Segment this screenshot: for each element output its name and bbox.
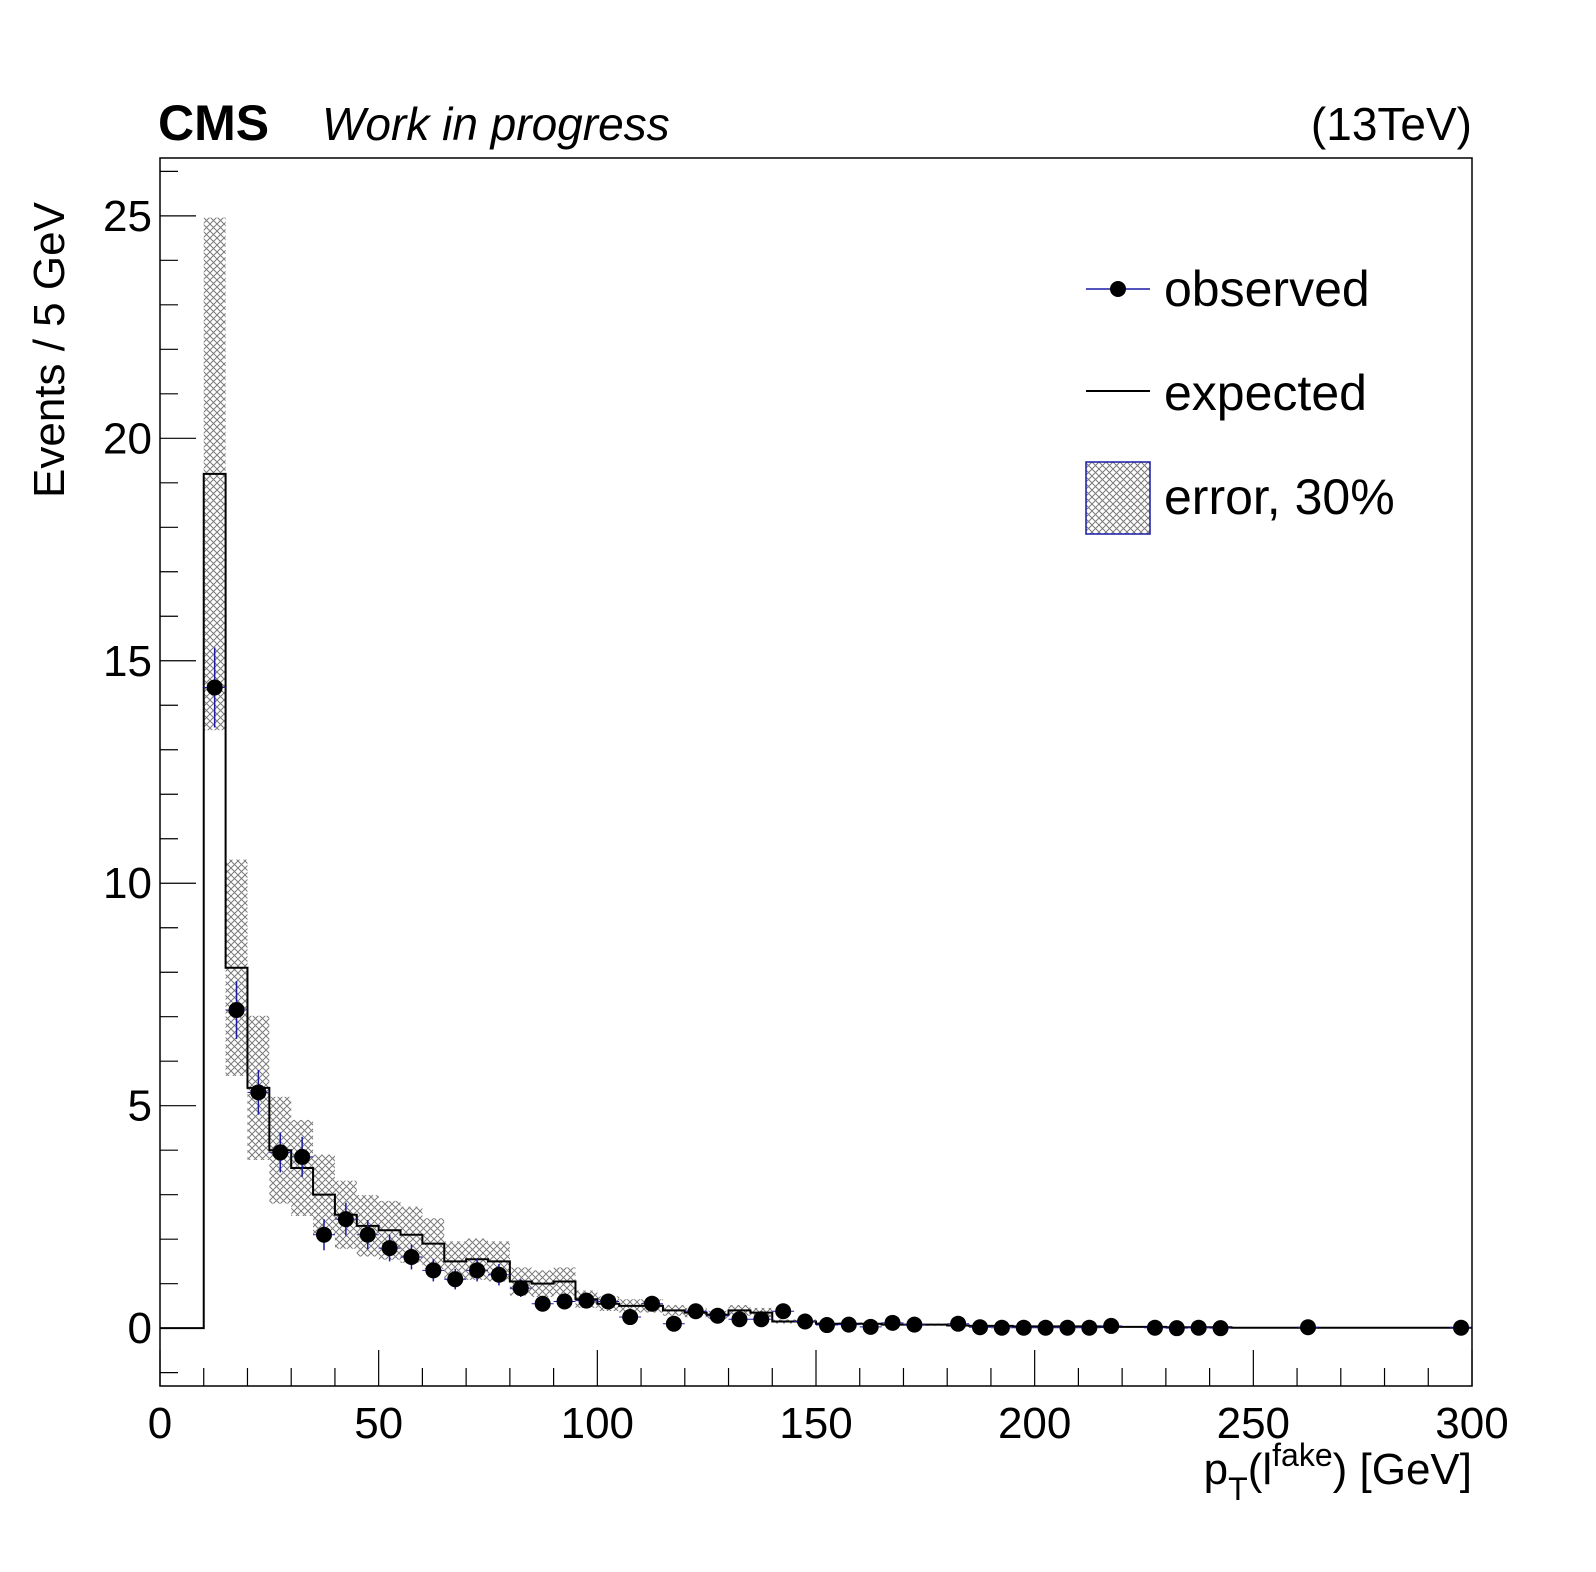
observed-point xyxy=(337,1211,354,1228)
observed-point xyxy=(1081,1319,1098,1336)
x-tick-label: 100 xyxy=(561,1399,634,1448)
observed-point xyxy=(447,1271,464,1288)
observed-point xyxy=(578,1292,595,1309)
legend-error-swatch xyxy=(1085,461,1151,535)
observed-point xyxy=(1037,1319,1054,1336)
observed-point xyxy=(534,1295,551,1312)
observed-point xyxy=(797,1313,814,1330)
observed-point xyxy=(294,1148,311,1165)
observed-point xyxy=(1168,1320,1185,1337)
experiment-label: CMS xyxy=(158,95,269,151)
observed-point xyxy=(731,1311,748,1328)
observed-point xyxy=(272,1144,289,1161)
axes-layer: 0 50 100 150 200 250 300 0 5 10 15 20 25 xyxy=(103,170,1509,1448)
observed-point xyxy=(840,1316,857,1333)
observed-points-layer xyxy=(203,647,1472,1337)
legend-observed-marker xyxy=(1110,281,1126,297)
observed-point xyxy=(687,1303,704,1320)
observed-point xyxy=(469,1262,486,1279)
y-tick-label: 10 xyxy=(103,859,152,908)
x-axis-label: pT(lfake) [GeV] xyxy=(1204,1437,1472,1507)
y-axis-label: Events / 5 GeV xyxy=(25,201,74,498)
energy-label: (13TeV) xyxy=(1311,98,1472,150)
observed-point xyxy=(425,1262,442,1279)
observed-point xyxy=(1146,1319,1163,1336)
x-axis-label-open: (l xyxy=(1248,1445,1272,1494)
observed-point xyxy=(709,1307,726,1324)
observed-point xyxy=(950,1315,967,1332)
observed-point xyxy=(1300,1319,1316,1336)
observed-point xyxy=(862,1318,879,1335)
observed-point xyxy=(512,1280,529,1297)
observed-point xyxy=(206,679,223,696)
observed-point xyxy=(972,1319,988,1336)
observed-point xyxy=(884,1314,901,1331)
observed-point xyxy=(556,1293,573,1310)
observed-point xyxy=(1015,1319,1032,1336)
observed-point xyxy=(359,1226,376,1243)
x-axis-label-subscript: T xyxy=(1228,1471,1248,1507)
legend-error-label: error, 30% xyxy=(1164,469,1395,525)
legend: observed expected error, 30% xyxy=(1085,261,1395,535)
status-label: Work in progress xyxy=(322,98,670,150)
x-axis-label-close: ) [GeV] xyxy=(1333,1445,1472,1494)
observed-point xyxy=(775,1303,792,1320)
x-tick-label: 250 xyxy=(1217,1399,1290,1448)
observed-point xyxy=(665,1315,682,1332)
observed-point xyxy=(753,1311,770,1328)
x-tick-label: 0 xyxy=(148,1399,172,1448)
observed-point xyxy=(250,1084,267,1101)
legend-expected-label: expected xyxy=(1164,365,1367,421)
x-axis-label-main: p xyxy=(1204,1445,1228,1494)
observed-point xyxy=(1059,1319,1076,1336)
x-tick-label: 300 xyxy=(1435,1399,1508,1448)
y-tick-label: 20 xyxy=(103,414,152,463)
observed-point xyxy=(381,1240,398,1257)
observed-point xyxy=(1103,1317,1120,1334)
observed-point xyxy=(818,1317,835,1334)
x-tick-label: 150 xyxy=(779,1399,852,1448)
observed-point xyxy=(1190,1319,1207,1336)
y-tick-label: 25 xyxy=(103,192,152,241)
x-axis-label-superscript: fake xyxy=(1272,1437,1332,1473)
y-tick-label: 0 xyxy=(128,1304,152,1353)
observed-point xyxy=(403,1248,420,1265)
observed-point xyxy=(316,1226,332,1243)
y-tick-label: 15 xyxy=(103,637,152,686)
y-tick-label: 5 xyxy=(128,1082,152,1131)
observed-point xyxy=(228,1002,245,1019)
x-tick-label: 200 xyxy=(998,1399,1071,1448)
observed-point xyxy=(644,1295,660,1312)
legend-observed-label: observed xyxy=(1164,261,1370,317)
observed-point xyxy=(1453,1319,1470,1336)
observed-point xyxy=(622,1309,639,1326)
observed-point xyxy=(993,1319,1010,1336)
observed-point xyxy=(600,1293,617,1310)
observed-point xyxy=(906,1316,923,1333)
observed-point xyxy=(490,1266,507,1283)
observed-point xyxy=(1212,1320,1229,1337)
x-tick-label: 50 xyxy=(354,1399,403,1448)
